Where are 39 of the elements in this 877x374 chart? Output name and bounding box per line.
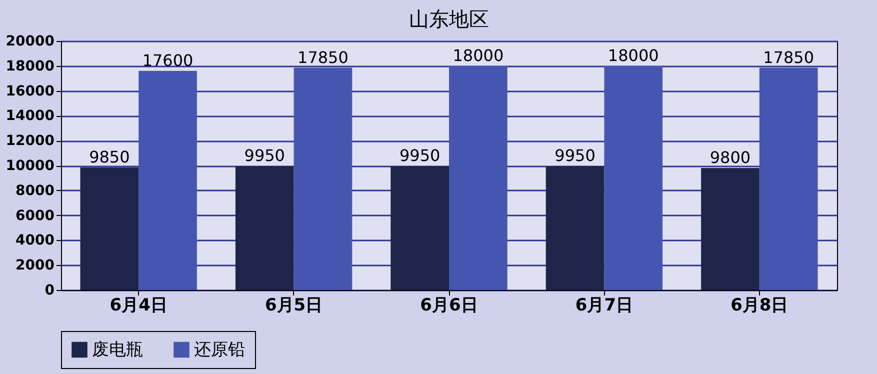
legend-label: 废电瓶	[92, 340, 143, 360]
data-label: 9850	[89, 147, 130, 166]
data-label: 9950	[399, 146, 440, 166]
y-tick-label: 8000	[16, 182, 55, 199]
y-tick-label: 14000	[6, 108, 55, 124]
y-tick-label: 10000	[6, 158, 55, 174]
y-tick-label: 6000	[16, 208, 55, 224]
x-tick-label: 6月5日	[264, 296, 323, 316]
bar	[604, 66, 663, 290]
data-label: 18000	[452, 46, 504, 65]
y-tick-label: 20000	[6, 34, 55, 50]
bar	[546, 166, 604, 290]
y-tick-label: 2000	[16, 258, 55, 274]
y-tick-label: 4000	[16, 232, 55, 249]
y-tick-label: 12000	[6, 133, 55, 150]
bar	[759, 68, 818, 290]
data-label: 9950	[244, 146, 285, 166]
bar	[235, 166, 294, 290]
x-tick-label: 6月7日	[575, 296, 634, 316]
bar	[294, 68, 352, 290]
x-tick-label: 6月4日	[110, 296, 168, 316]
bar	[701, 168, 760, 290]
data-label: 9950	[554, 146, 596, 166]
data-label: 18000	[608, 46, 659, 65]
y-tick-label: 16000	[6, 83, 55, 100]
legend-label: 还原铅	[194, 340, 245, 360]
chart-title: 山东地区	[409, 7, 489, 31]
bar	[390, 166, 449, 290]
x-tick-label: 6月6日	[420, 296, 478, 316]
bar	[80, 167, 139, 290]
data-label: 17850	[298, 48, 348, 67]
y-tick-label: 18000	[6, 58, 55, 74]
data-label: 17850	[763, 48, 814, 67]
data-label: 9800	[710, 148, 751, 167]
bar	[138, 70, 197, 290]
bar	[449, 66, 508, 290]
y-tick-label: 0	[44, 282, 55, 298]
data-label: 17600	[142, 50, 194, 70]
x-tick-label: 6月8日	[730, 296, 788, 316]
